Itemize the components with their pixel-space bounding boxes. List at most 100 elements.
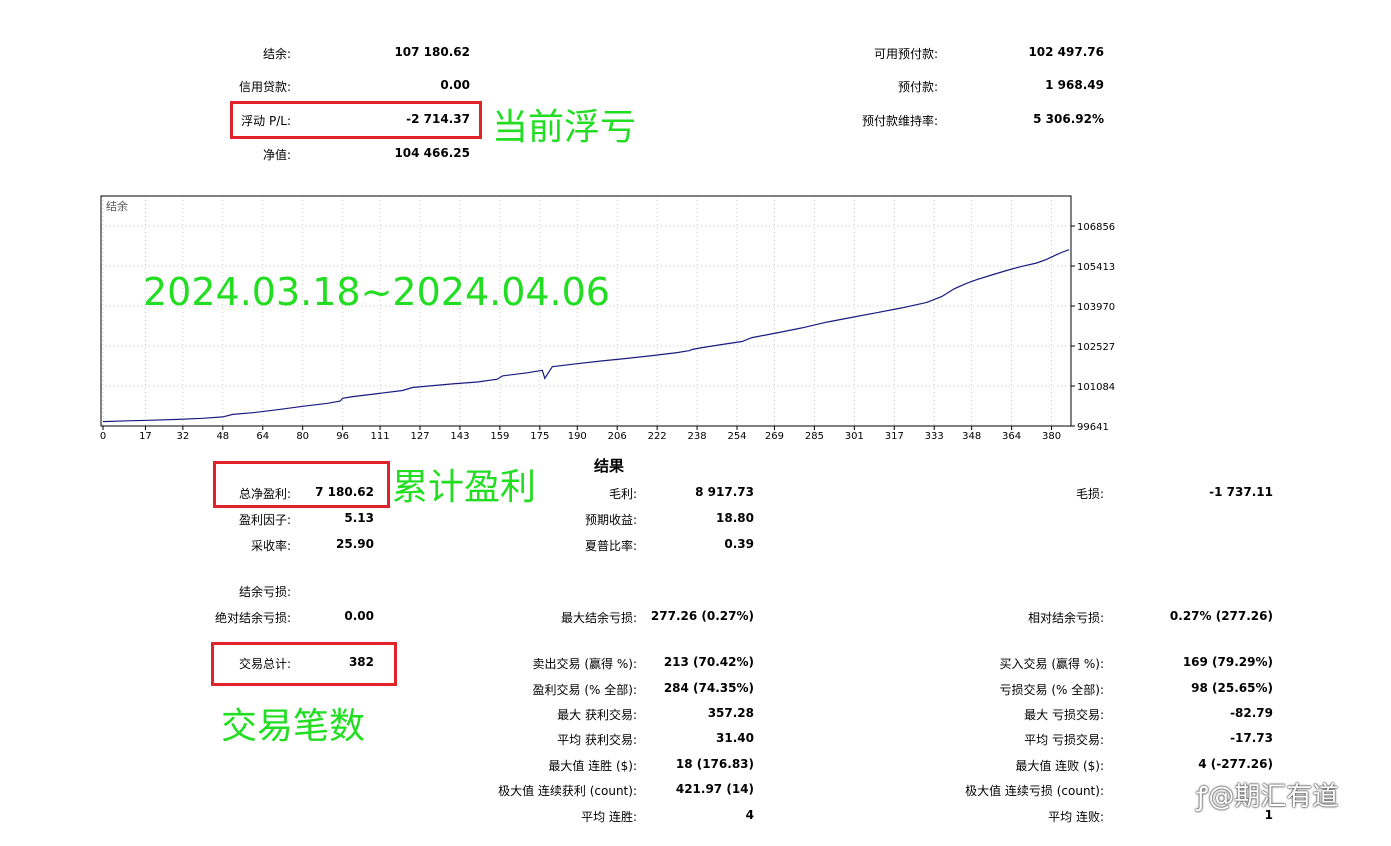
max-wins-label: 最大值 连胜 ($): xyxy=(548,759,637,773)
largest-profit-value: 357.28 xyxy=(707,706,754,720)
balance-drawdown-label: 结余亏损: xyxy=(238,585,291,599)
largest-loss-label: 最大 亏损交易: xyxy=(1024,708,1104,722)
total-trades-value: 382 xyxy=(348,655,374,669)
profit-annotation: 累计盈利 xyxy=(392,467,537,508)
recovery-factor-value: 25.90 xyxy=(336,537,374,551)
long-trades-value: 169 (79.29%) xyxy=(1182,655,1273,669)
gross-loss-label: 毛损: xyxy=(1075,487,1104,501)
recovery-factor-label: 采收率: xyxy=(250,539,291,553)
max-losses-value: 4 (-277.26) xyxy=(1198,757,1273,771)
x-tick-label: 96 xyxy=(336,431,349,442)
watermark-text: @期汇有道 xyxy=(1208,782,1339,812)
floating-pl-label: 浮动 P/L: xyxy=(241,114,291,128)
avg-wins-value: 4 xyxy=(745,808,754,822)
balance-line xyxy=(102,249,1070,423)
avg-loss-label: 平均 亏损交易: xyxy=(1024,733,1104,747)
avg-wins-label: 平均 连胜: xyxy=(581,810,637,824)
x-tick-label: 143 xyxy=(450,431,469,442)
chart-x-axis: 0 17 32 48 64 80 96 111 127 143 159 175 190 206 222 238… xyxy=(100,426,1061,442)
x-tick-label: 238 xyxy=(688,431,707,442)
chart-y-axis: 106856 105413 103970 102527 101084 99641 xyxy=(1071,222,1115,433)
short-trades-label: 卖出交易 (赢得 %): xyxy=(532,657,637,671)
x-tick-label: 80 xyxy=(296,431,309,442)
x-tick-label: 159 xyxy=(490,431,509,442)
x-tick-label: 206 xyxy=(608,431,627,442)
x-tick-label: 175 xyxy=(530,431,549,442)
weibo-icon: ꝭ xyxy=(1196,782,1209,812)
results-header: 结果 xyxy=(594,457,625,475)
long-trades-label: 买入交易 (赢得 %): xyxy=(999,657,1104,671)
net-profit-highlight xyxy=(213,461,390,508)
watermark: ꝭ@期汇有道 xyxy=(1196,776,1338,813)
margin-label: 预付款: xyxy=(897,80,938,94)
avg-losses-label: 平均 连败: xyxy=(1048,810,1104,824)
gross-profit-value: 8 917.73 xyxy=(695,485,754,499)
margin-level-value: 5 306.92% xyxy=(1033,112,1104,126)
floating-annotation: 当前浮亏 xyxy=(492,107,637,148)
short-trades-value: 213 (70.42%) xyxy=(663,655,754,669)
x-tick-label: 111 xyxy=(371,431,390,442)
expected-payoff-value: 18.80 xyxy=(716,511,754,525)
x-tick-label: 364 xyxy=(1002,431,1021,442)
y-tick-label: 101084 xyxy=(1077,382,1115,393)
profit-factor-value: 5.13 xyxy=(344,511,374,525)
total-trades-highlight xyxy=(211,642,397,686)
y-tick-label: 102527 xyxy=(1077,342,1115,353)
x-tick-label: 222 xyxy=(648,431,667,442)
y-tick-label: 106856 xyxy=(1077,222,1115,233)
max-loss-seq-label: 极大值 连续亏损 (count): xyxy=(965,784,1104,798)
total-trades-label: 交易总计: xyxy=(238,657,291,671)
equity-label: 净值: xyxy=(262,148,291,162)
rel-drawdown-value: 0.27% (277.26) xyxy=(1169,609,1273,623)
gross-profit-label: 毛利: xyxy=(608,487,637,501)
x-tick-label: 32 xyxy=(177,431,190,442)
free-margin-value: 102 497.76 xyxy=(1028,45,1104,59)
chart-series xyxy=(102,249,1070,423)
floating-pl-highlight xyxy=(230,101,482,139)
x-tick-label: 348 xyxy=(962,431,981,442)
rel-drawdown-label: 相对结余亏损: xyxy=(1027,611,1104,625)
profit-trades-value: 284 (74.35%) xyxy=(663,681,754,695)
max-drawdown-label: 最大结余亏损: xyxy=(560,611,637,625)
max-profit-seq-value: 421.97 (14) xyxy=(675,782,754,796)
credit-value: 0.00 xyxy=(440,78,470,92)
sharpe-label: 夏普比率: xyxy=(584,539,637,553)
x-tick-label: 380 xyxy=(1042,431,1061,442)
max-drawdown-value: 277.26 (0.27%) xyxy=(650,609,754,623)
largest-loss-value: -82.79 xyxy=(1230,706,1273,720)
x-tick-label: 17 xyxy=(139,431,152,442)
profit-factor-label: 盈利因子: xyxy=(238,513,291,527)
loss-trades-label: 亏损交易 (% 全部): xyxy=(999,683,1104,697)
x-tick-label: 64 xyxy=(256,431,269,442)
sharpe-value: 0.39 xyxy=(724,537,754,551)
credit-label: 信用贷款: xyxy=(238,80,291,94)
chart-frame xyxy=(100,195,1072,427)
floating-pl-value: -2 714.37 xyxy=(406,112,470,126)
largest-profit-label: 最大 获利交易: xyxy=(557,708,637,722)
y-tick-label: 103970 xyxy=(1077,302,1115,313)
gross-loss-value: -1 737.11 xyxy=(1209,485,1273,499)
x-tick-label: 269 xyxy=(765,431,784,442)
max-wins-value: 18 (176.83) xyxy=(675,757,754,771)
balance-label: 结余: xyxy=(262,47,291,61)
x-tick-label: 317 xyxy=(885,431,904,442)
x-tick-label: 254 xyxy=(727,431,746,442)
x-tick-label: 333 xyxy=(925,431,944,442)
margin-value: 1 968.49 xyxy=(1045,78,1104,92)
avg-loss-value: -17.73 xyxy=(1230,731,1273,745)
max-losses-label: 最大值 连败 ($): xyxy=(1015,759,1104,773)
y-tick-label: 99641 xyxy=(1077,422,1109,433)
x-tick-label: 285 xyxy=(805,431,824,442)
abs-drawdown-label: 绝对结余亏损: xyxy=(214,611,291,625)
balance-value: 107 180.62 xyxy=(394,45,470,59)
x-tick-label: 48 xyxy=(216,431,229,442)
date-range-annotation: 2024.03.18~2024.04.06 xyxy=(143,270,610,314)
x-tick-label: 190 xyxy=(568,431,587,442)
x-tick-label: 0 xyxy=(100,431,106,442)
trades-annotation: 交易笔数 xyxy=(221,706,366,747)
profit-trades-label: 盈利交易 (% 全部): xyxy=(532,683,637,697)
avg-profit-value: 31.40 xyxy=(716,731,754,745)
avg-losses-value: 1 xyxy=(1264,808,1273,822)
x-tick-label: 301 xyxy=(845,431,864,442)
